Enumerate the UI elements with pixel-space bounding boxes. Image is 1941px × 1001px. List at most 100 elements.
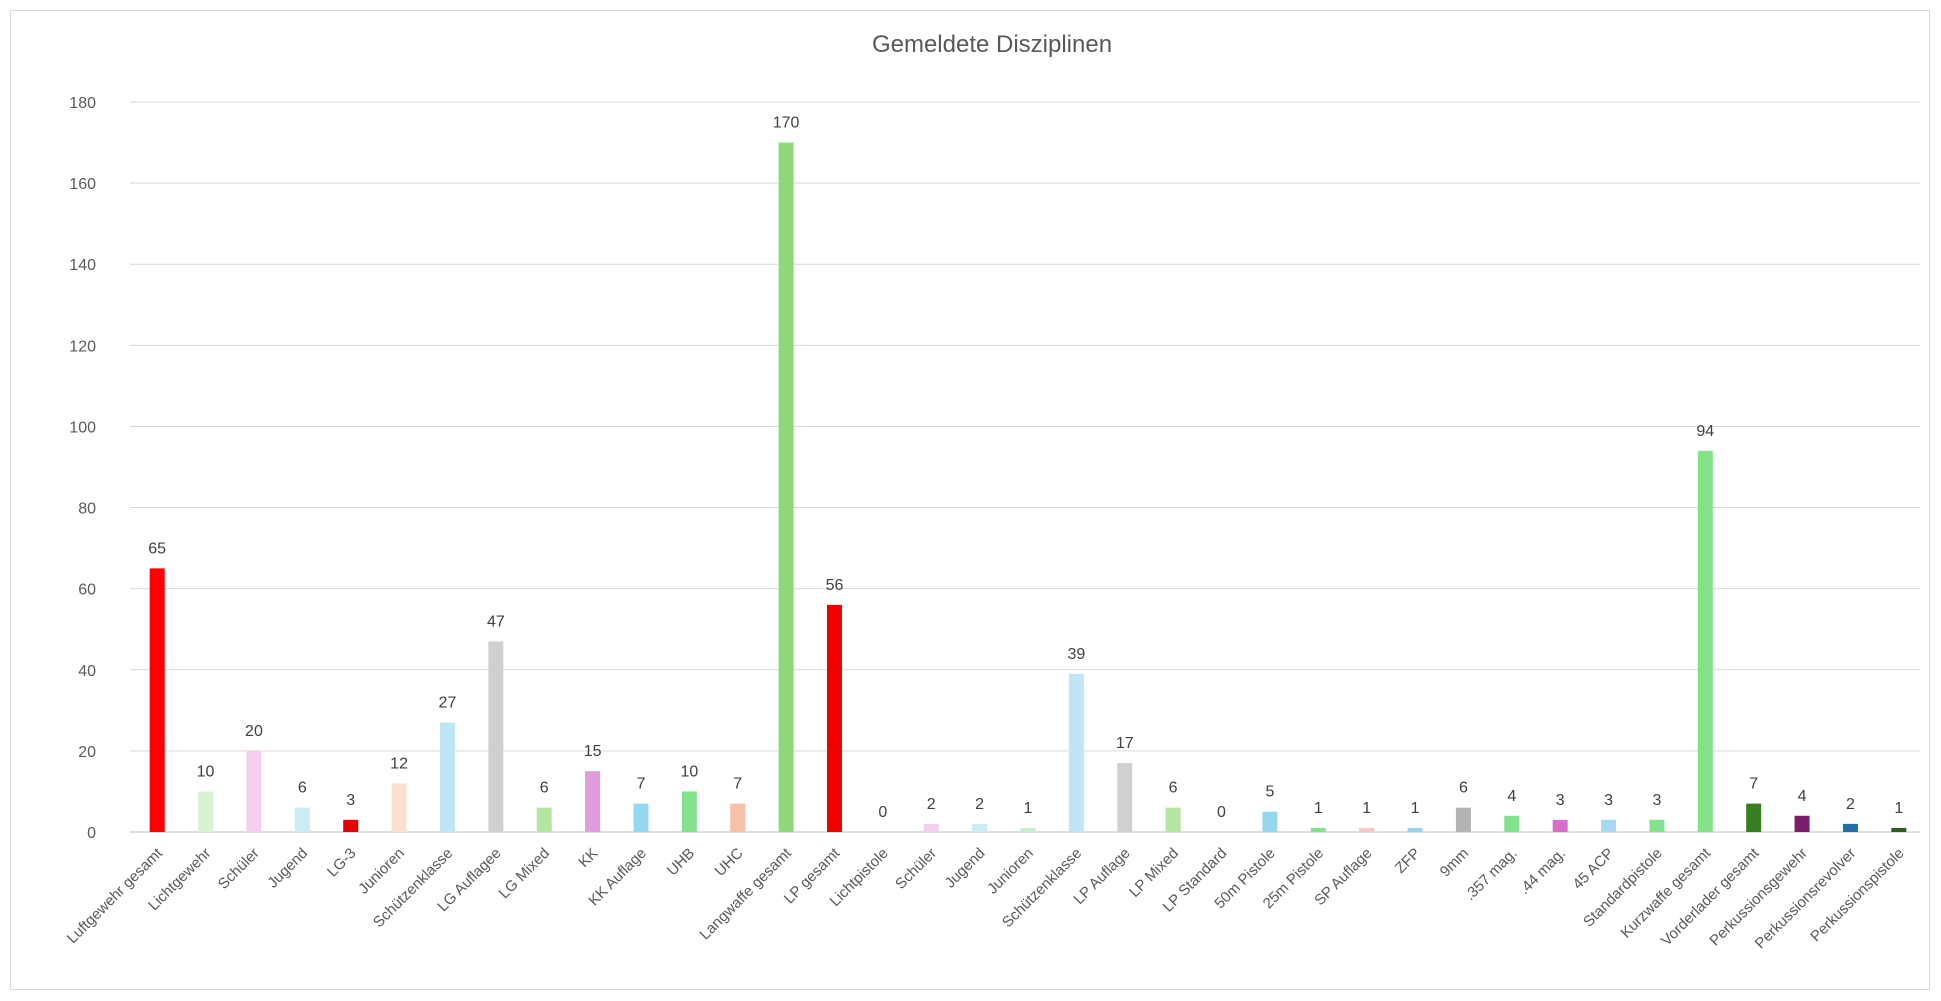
bar xyxy=(149,568,165,832)
x-tick-label: LG Mixed xyxy=(496,845,553,902)
data-label: 1 xyxy=(1362,800,1371,817)
bar xyxy=(1117,763,1133,832)
x-tick-label: Schüler xyxy=(215,845,263,893)
bars-group xyxy=(149,142,1907,833)
bar xyxy=(1842,823,1858,832)
x-tick-label: 45 ACP xyxy=(1569,845,1617,893)
x-tick-label: Kurzwaffe gesamt xyxy=(1617,844,1714,941)
data-label: 56 xyxy=(826,577,844,594)
bar xyxy=(778,142,794,833)
x-tick-label: 9mm xyxy=(1437,845,1473,881)
data-label: 5 xyxy=(1265,784,1274,801)
x-tick-label: UHB xyxy=(664,845,698,879)
data-label: 0 xyxy=(878,804,887,821)
gridlines xyxy=(130,101,1920,752)
bar xyxy=(1310,827,1326,832)
bar xyxy=(1601,819,1617,832)
x-tick-label: .357 mag. xyxy=(1461,845,1520,904)
data-label: 170 xyxy=(773,115,800,132)
y-tick-label: 40 xyxy=(78,663,96,680)
y-tick-label: 80 xyxy=(78,501,96,518)
bar xyxy=(439,722,455,832)
chart-title: Gemeldete Disziplinen xyxy=(872,31,1112,58)
data-label: 10 xyxy=(197,763,215,780)
bar xyxy=(1697,450,1713,832)
bar xyxy=(730,803,746,832)
x-tick-label: Perkussionspistole xyxy=(1807,845,1907,945)
x-tick-label: UHC xyxy=(712,845,747,880)
data-label: 27 xyxy=(439,695,457,712)
bar xyxy=(1794,815,1810,832)
data-label: 4 xyxy=(1798,788,1807,805)
data-label: 94 xyxy=(1696,423,1714,440)
bar xyxy=(1649,819,1665,832)
data-label: 1 xyxy=(1411,800,1420,817)
x-tick-label: KK xyxy=(575,845,601,871)
bar xyxy=(343,819,359,832)
x-tick-label: LG-3 xyxy=(324,845,360,881)
bar xyxy=(198,791,214,832)
bar xyxy=(391,783,407,832)
y-tick-label: 60 xyxy=(78,582,96,599)
data-label: 3 xyxy=(1556,792,1565,809)
y-tick-label: 180 xyxy=(69,95,96,112)
data-label: 39 xyxy=(1067,646,1085,663)
bar xyxy=(826,604,842,832)
bar xyxy=(536,807,552,832)
data-label: 6 xyxy=(540,780,549,797)
data-label: 17 xyxy=(1116,735,1134,752)
data-label: 47 xyxy=(487,613,505,630)
bar xyxy=(246,750,262,832)
bar xyxy=(1359,827,1375,832)
bar xyxy=(1552,819,1568,832)
bar xyxy=(1504,815,1520,832)
data-label: 7 xyxy=(1749,776,1758,793)
data-label: 12 xyxy=(390,755,408,772)
data-label: 4 xyxy=(1507,788,1516,805)
data-label: 6 xyxy=(1169,780,1178,797)
data-label: 20 xyxy=(245,723,263,740)
data-label: 7 xyxy=(637,776,646,793)
y-tick-label: 140 xyxy=(69,257,96,274)
data-label: 65 xyxy=(148,540,166,557)
bar xyxy=(1165,807,1181,832)
y-tick-label: 20 xyxy=(78,744,96,761)
data-label: 10 xyxy=(680,763,698,780)
bar xyxy=(1455,807,1471,832)
bar xyxy=(923,823,939,832)
bar xyxy=(1407,827,1423,832)
data-label: 1 xyxy=(1024,800,1033,817)
x-tick-label: Langwaffe gesamt xyxy=(696,844,795,943)
bar xyxy=(488,641,504,832)
data-label: 1 xyxy=(1894,800,1903,817)
data-label: 2 xyxy=(1846,796,1855,813)
data-label: 7 xyxy=(733,776,742,793)
y-tick-label: 160 xyxy=(69,176,96,193)
x-tick-label: Schüler xyxy=(892,845,940,893)
bar xyxy=(633,803,649,832)
bar xyxy=(294,807,310,832)
bar xyxy=(585,771,601,832)
x-tick-label: .44 mag. xyxy=(1516,845,1569,898)
data-label: 2 xyxy=(975,796,984,813)
bar xyxy=(681,791,697,832)
bar xyxy=(1068,673,1084,832)
data-label: 3 xyxy=(1604,792,1613,809)
x-tick-label: ZFP xyxy=(1392,845,1424,877)
data-label: 15 xyxy=(584,743,602,760)
y-tick-label: 120 xyxy=(69,338,96,355)
bar xyxy=(1262,811,1278,832)
data-label: 6 xyxy=(1459,780,1468,797)
data-label: 3 xyxy=(346,792,355,809)
bar xyxy=(1746,803,1762,832)
x-tick-label: Jugend xyxy=(942,845,989,892)
y-tick-label: 100 xyxy=(69,419,96,436)
data-label: 3 xyxy=(1652,792,1661,809)
bar xyxy=(972,823,988,832)
data-label: 1 xyxy=(1314,800,1323,817)
data-label: 0 xyxy=(1217,804,1226,821)
